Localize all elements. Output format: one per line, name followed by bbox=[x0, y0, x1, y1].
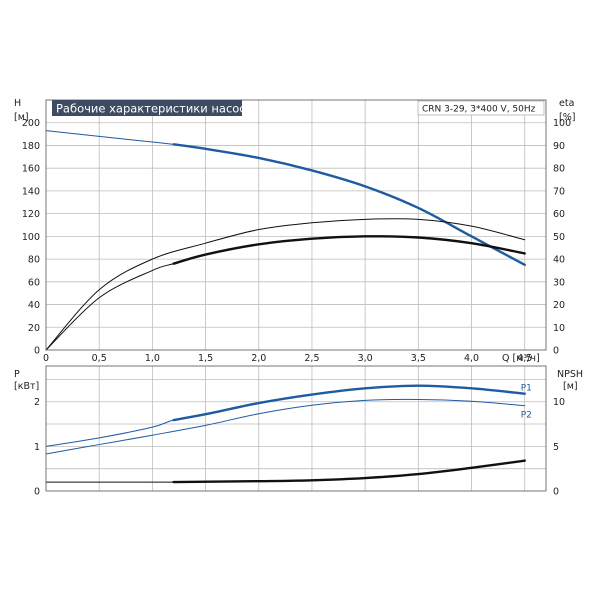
series-top bbox=[45, 130, 526, 351]
plot-frame-bottom bbox=[45, 365, 547, 492]
y-tick-labels-left-bottom: 0 1 2 bbox=[34, 397, 40, 497]
x-tick-label: 1,5 bbox=[198, 353, 213, 364]
x-tick-label: 4,0 bbox=[464, 353, 479, 364]
bottom-series-0-bold-line bbox=[172, 384, 526, 422]
bottom-series-2-bold-line bbox=[172, 459, 526, 484]
top-series-2-bold-line bbox=[172, 235, 526, 265]
x-tick-label: 3,5 bbox=[411, 353, 426, 364]
y-tick-label-left: 160 bbox=[22, 164, 40, 175]
power-npsh-panel: P [кВт] NPSH [м] 0 1 2 0 5 10 P1 P2 bbox=[14, 365, 583, 498]
y-tick-label-right: 80 bbox=[553, 164, 565, 175]
y-tick-label-left: 120 bbox=[22, 209, 40, 220]
series-labels-bottom: P1 P2 bbox=[521, 384, 532, 421]
y-tick-label-right: 50 bbox=[553, 232, 565, 243]
y-tick-label-right-bottom: 0 bbox=[553, 487, 559, 498]
y-tick-labels-right-bottom: 0 5 10 bbox=[553, 397, 565, 497]
x-tick-labels: 0 0,5 1,0 1,5 2,0 2,5 3,0 3,5 4,0 4,5 bbox=[43, 353, 532, 364]
series-bottom bbox=[45, 384, 526, 484]
y-axis-left-unit-bottom: [кВт] bbox=[14, 381, 39, 392]
y-tick-label-right: 90 bbox=[553, 141, 565, 152]
x-tick-label: 1,0 bbox=[145, 353, 160, 364]
chart-title-box bbox=[52, 100, 242, 116]
y-tick-label-right: 0 bbox=[553, 346, 559, 357]
top-series-1-line bbox=[45, 218, 526, 351]
bottom-series-1-line bbox=[45, 398, 526, 455]
y-tick-label-right: 10 bbox=[553, 323, 565, 334]
y-tick-label-left-bottom: 0 bbox=[34, 487, 40, 498]
plot-frame-top bbox=[45, 99, 547, 351]
top-series-0-bold-line bbox=[172, 143, 526, 266]
y-axis-right-name: eta bbox=[559, 98, 574, 109]
chart-title: Рабочие характеристики насоса bbox=[56, 102, 253, 116]
y-axis-right-unit-bottom: [м] bbox=[563, 381, 578, 392]
y-tick-labels-left-top: 0 20 40 60 80 100 120 140 160 180 200 bbox=[22, 118, 40, 356]
y-axis-left-name-bottom: P bbox=[14, 369, 20, 380]
y-tick-label-right: 60 bbox=[553, 209, 565, 220]
y-tick-label-left-bottom: 1 bbox=[34, 442, 40, 453]
y-tick-label-right: 100 bbox=[553, 118, 571, 129]
y-tick-label-left: 20 bbox=[28, 323, 40, 334]
y-tick-label-left: 200 bbox=[22, 118, 40, 129]
y-tick-label-left: 180 bbox=[22, 141, 40, 152]
grid-top bbox=[46, 100, 546, 350]
y-tick-labels-right-top: 0 10 20 30 40 50 60 70 80 90 100 bbox=[553, 118, 571, 356]
series-label-p1: P1 bbox=[521, 384, 532, 394]
y-tick-label-left: 60 bbox=[28, 277, 40, 288]
x-tick-label: 2,5 bbox=[304, 353, 319, 364]
y-tick-label-right-bottom: 5 bbox=[553, 442, 559, 453]
x-tick-label: 4,5 bbox=[517, 353, 532, 364]
y-tick-label-left: 0 bbox=[34, 346, 40, 357]
y-tick-label-left-bottom: 2 bbox=[34, 397, 40, 408]
series-label-p2: P2 bbox=[521, 411, 532, 421]
x-tick-label: 0 bbox=[43, 353, 49, 364]
y-axis-left-name: H bbox=[14, 98, 21, 109]
y-tick-label-right: 20 bbox=[553, 300, 565, 311]
y-tick-label-right-bottom: 10 bbox=[553, 397, 565, 408]
y-tick-label-right: 70 bbox=[553, 186, 565, 197]
pump-curve-panel: Рабочие характеристики насоса CRN 3-29, … bbox=[14, 98, 575, 364]
chart-subtitle-box bbox=[417, 100, 545, 116]
x-tick-label: 3,0 bbox=[358, 353, 373, 364]
y-axis-left-unit: [м] bbox=[14, 112, 29, 123]
chart-subtitle: CRN 3-29, 3*400 V, 50Hz bbox=[422, 105, 536, 115]
y-tick-label-left: 100 bbox=[22, 232, 40, 243]
x-tick-label: 0,5 bbox=[92, 353, 107, 364]
y-tick-label-left: 80 bbox=[28, 255, 40, 266]
y-tick-label-left: 40 bbox=[28, 300, 40, 311]
x-tick-label: 2,0 bbox=[251, 353, 266, 364]
y-tick-label-right: 30 bbox=[553, 277, 565, 288]
x-axis-label: Q [м³/ч] bbox=[502, 353, 540, 364]
y-tick-label-right: 40 bbox=[553, 255, 565, 266]
y-tick-label-left: 140 bbox=[22, 186, 40, 197]
y-axis-right-name-bottom: NPSH bbox=[557, 369, 583, 380]
y-axis-right-unit: [%] bbox=[559, 112, 575, 123]
